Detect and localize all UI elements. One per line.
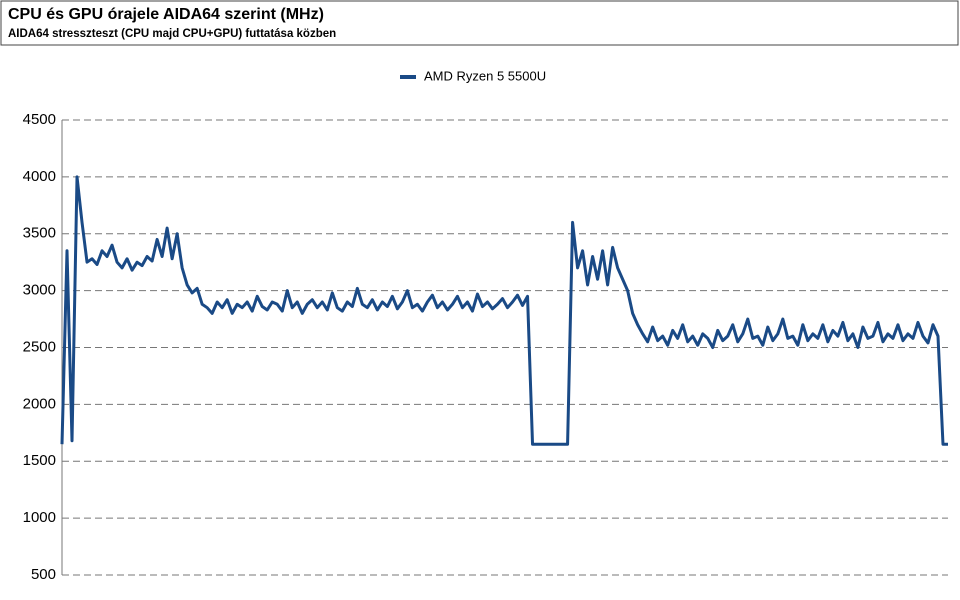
- legend-label: AMD Ryzen 5 5500U: [424, 68, 546, 83]
- data-line: [60, 175, 948, 446]
- chart-subtitle: AIDA64 stresszteszt (CPU majd CPU+GPU) f…: [8, 28, 336, 40]
- chart-title: CPU és GPU órajele AIDA64 szerint (MHz): [8, 6, 324, 23]
- y-tick-label: 4000: [23, 168, 56, 185]
- y-tick-label: 1000: [23, 509, 56, 526]
- header-box: [0, 0, 959, 46]
- y-tick-label: 3000: [23, 282, 56, 299]
- y-tick-label: 1500: [23, 452, 56, 469]
- y-tick-label: 3500: [23, 225, 56, 242]
- y-tick-label: 2000: [23, 395, 56, 412]
- y-tick-label: 2500: [23, 338, 56, 355]
- y-tick-label: 500: [31, 566, 56, 583]
- y-tick-label: 4500: [23, 111, 56, 128]
